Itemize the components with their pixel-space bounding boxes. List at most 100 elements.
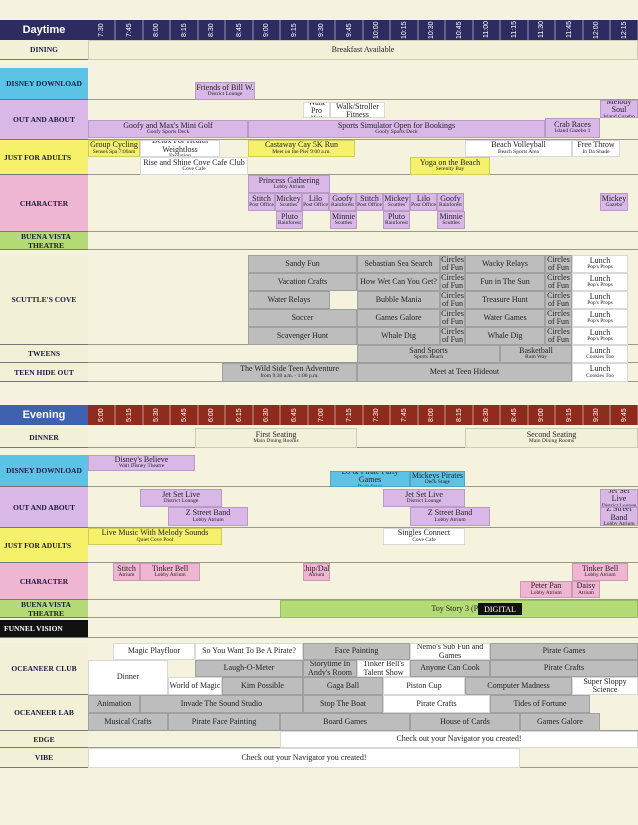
event-title: Power Walk/Stroller Fitness — [336, 102, 379, 118]
row-label: DISNEY DOWNLOAD — [0, 455, 88, 487]
event-title: Super Sloppy Science — [583, 677, 627, 694]
event-block: Lunch Pop's Props — [572, 255, 628, 273]
time-label: 9:15 — [280, 20, 308, 40]
event-block: Check out your Navigator you created! — [280, 731, 638, 748]
event-title: Goofy — [440, 193, 461, 203]
event-location: Main Dining Rooms — [253, 438, 299, 445]
event-location: Cookies Too — [586, 354, 614, 361]
event-location: Pop's Props — [587, 282, 613, 289]
event-block: Beach Volleyball Beach Sports Area — [465, 140, 572, 157]
time-label: 12:00 — [583, 20, 611, 40]
event-block: Singles Connect Cove Cafe — [383, 528, 465, 545]
row-label: FUNNEL VISION — [0, 620, 88, 638]
time-bar — [88, 405, 638, 425]
event-block: Power Walk/Stroller FitnessCastaway Cay — [330, 102, 385, 118]
event-title: Sandy Fun — [285, 258, 320, 268]
event-block: Gaga Ball — [303, 677, 383, 695]
event-title: Stitch — [117, 563, 136, 573]
event-title: DJ & Pirate Party Games — [341, 471, 399, 485]
event-title: Lilo — [308, 193, 323, 203]
event-title: Princess Gathering — [258, 175, 320, 185]
event-title: Check out your Navigator you created! — [241, 752, 367, 762]
row-label: DINNER — [0, 428, 88, 448]
row-label: CHARACTER — [0, 563, 88, 600]
event-block: Pirate Games — [490, 643, 638, 660]
event-title: Circles of Fun — [547, 309, 570, 326]
event-title: Circles of Fun — [441, 291, 464, 308]
event-block: Treasure Hunt — [465, 291, 545, 309]
event-title: Tinker Bell — [151, 563, 189, 573]
event-location: Cove Cafe — [412, 536, 436, 543]
event-title: Breakfast Available — [331, 44, 395, 54]
event-title: Games Galore — [537, 716, 583, 726]
event-block: Storytime In Andy's Room — [303, 660, 357, 677]
event-block: Goofy Rainforest — [329, 193, 356, 211]
event-title: Nemo's Sub Fun and Games — [416, 643, 484, 660]
event-title: Lunch — [589, 345, 611, 355]
event-block: Lilo Post Office — [302, 193, 329, 211]
event-block: House of Cards — [410, 713, 520, 731]
event-location: Pop's Props — [587, 264, 613, 271]
event-block: Z Street Band Lobby Atrium — [410, 507, 490, 526]
event-location: Lobby Atrium — [154, 572, 186, 579]
event-title: Stop The Boat — [319, 698, 367, 708]
event-block: First Seating Main Dining Rooms — [195, 428, 357, 448]
event-location: Meet on the Pier 9:00 a.m. — [272, 148, 331, 155]
event-location: Island Gazebo 1 — [554, 128, 591, 135]
event-location: Serenity Bay — [435, 166, 465, 173]
event-location: Cove Cafe — [182, 166, 206, 173]
event-title: Friends of Bill W. — [196, 82, 254, 92]
time-label: 8:30 — [198, 20, 226, 40]
event-block: Circles of Fun — [545, 309, 572, 327]
row-label: DINING — [0, 40, 88, 60]
time-label: 11:00 — [473, 20, 501, 40]
event-title: Tides of Fortune — [513, 698, 567, 708]
event-title: Check out your Navigator you created! — [396, 734, 522, 744]
time-label: 8:30 — [473, 405, 501, 425]
event-location: Post Office — [249, 202, 274, 209]
row-label: JUST FOR ADULTS — [0, 528, 88, 563]
event-block: Tides of Fortune — [490, 695, 590, 713]
event-location: Scuttles — [387, 202, 406, 209]
event-location: Rainforest — [278, 220, 301, 227]
event-block: Daisy Atrium — [572, 581, 600, 598]
event-title: Pirate Crafts — [543, 663, 585, 673]
event-title: Gaga Ball — [326, 680, 360, 690]
event-block: Disney's Believe Walt Disney Theatre — [88, 455, 195, 471]
row-label: OCEANEER CLUB — [0, 643, 88, 695]
row-band — [88, 528, 638, 563]
event-block: Kim Possible — [222, 677, 303, 695]
event-location: Quiet Cove Pool — [136, 536, 174, 543]
event-title: Live Music With Melody Sounds — [101, 528, 209, 538]
section-title: Daytime — [0, 20, 88, 40]
row-label: DISNEY DOWNLOAD — [0, 68, 88, 100]
event-location: Beach Sports Area — [498, 148, 539, 155]
event-block: Lunch Cookies Too — [572, 345, 628, 363]
event-block: Lunch Pop's Props — [572, 327, 628, 345]
time-label: 10:30 — [418, 20, 446, 40]
event-location: Pop's Props — [587, 318, 613, 325]
event-location: Lobby Atrium — [530, 589, 562, 596]
event-title: First Seating — [255, 429, 297, 439]
event-title: Pirate Games — [542, 646, 586, 656]
event-block: Mickey Scuttles — [383, 193, 410, 211]
event-block: Bubble Mania — [357, 291, 440, 309]
event-title: Dinner — [116, 672, 140, 682]
event-block: Super Sloppy Science — [572, 677, 638, 695]
event-title: House of Cards — [440, 716, 490, 726]
event-block: Pirate Crafts — [490, 660, 638, 677]
event-block: Soccer — [248, 309, 357, 327]
event-title: Water Games — [483, 312, 527, 322]
event-title: World of Magic — [169, 680, 221, 690]
event-title: Z Street Band — [606, 507, 632, 522]
row-band — [88, 175, 638, 232]
time-label: 12:15 — [610, 20, 638, 40]
event-title: Z Street Band — [185, 508, 231, 518]
event-title: Mickeys Pirates — [411, 471, 464, 480]
time-label: 9:00 — [253, 20, 281, 40]
event-block: Castaway Cay 5K Run Meet on the Pier 9:00… — [248, 140, 355, 157]
time-bar — [88, 20, 638, 40]
event-title: Whale Dig — [487, 330, 523, 340]
event-location: Deck Stage — [424, 479, 451, 486]
event-block: Lunch Pop's Props — [572, 273, 628, 291]
